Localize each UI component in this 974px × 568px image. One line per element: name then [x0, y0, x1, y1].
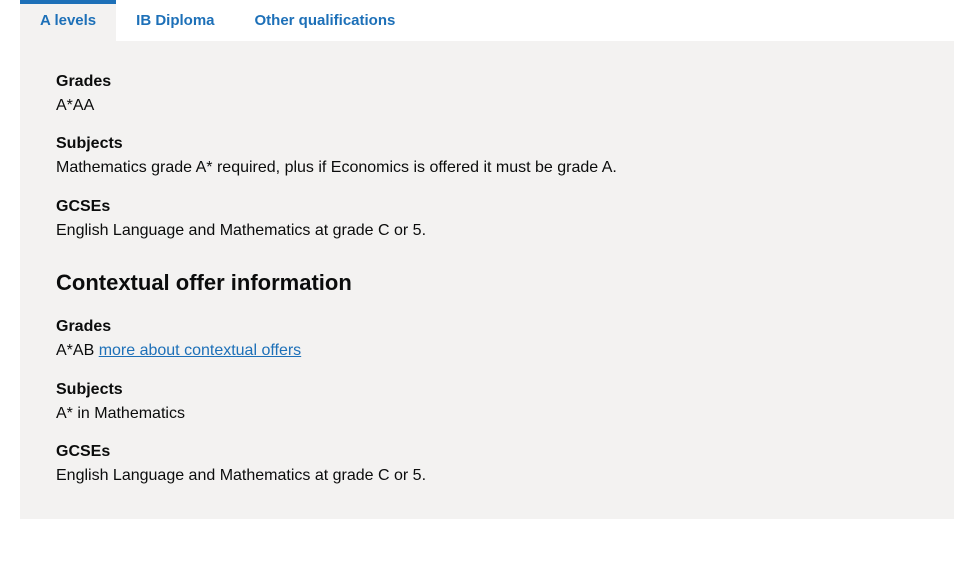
contextual-gcses-value: English Language and Mathematics at grad… — [56, 465, 918, 487]
contextual-grades-value: A*AB more about contextual offers — [56, 340, 918, 362]
contextual-offers-link[interactable]: more about contextual offers — [99, 342, 302, 359]
grades-label: Grades — [56, 73, 918, 91]
tabs: A levels IB Diploma Other qualifications — [20, 0, 954, 41]
subjects-label: Subjects — [56, 135, 918, 153]
subjects-value: Mathematics grade A* required, plus if E… — [56, 157, 918, 179]
contextual-grades-prefix: A*AB — [56, 342, 99, 359]
tab-panel-a-levels: Grades A*AA Subjects Mathematics grade A… — [20, 41, 954, 519]
contextual-grades-label: Grades — [56, 318, 918, 336]
tab-a-levels[interactable]: A levels — [20, 0, 116, 41]
contextual-subjects-value: A* in Mathematics — [56, 403, 918, 425]
gcses-label: GCSEs — [56, 198, 918, 216]
contextual-gcses-label: GCSEs — [56, 443, 918, 461]
entry-requirements-container: A levels IB Diploma Other qualifications… — [0, 0, 974, 539]
tab-ib-diploma[interactable]: IB Diploma — [116, 0, 234, 41]
tab-other-qualifications[interactable]: Other qualifications — [235, 0, 416, 41]
contextual-subjects-label: Subjects — [56, 381, 918, 399]
contextual-heading: Contextual offer information — [56, 270, 918, 296]
grades-value: A*AA — [56, 95, 918, 117]
gcses-value: English Language and Mathematics at grad… — [56, 220, 918, 242]
